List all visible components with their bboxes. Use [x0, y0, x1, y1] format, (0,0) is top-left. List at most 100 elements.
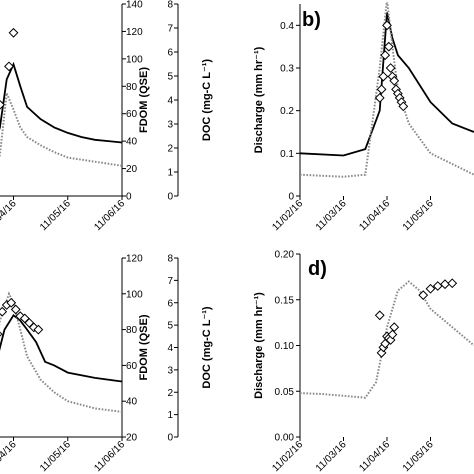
data-point-diamond: [418, 290, 429, 301]
x-tick-label: 11/03/16: [314, 198, 349, 233]
data-point-diamond: [382, 20, 392, 31]
data-point-diamond: [385, 63, 396, 73]
data-point-diamond: [440, 279, 450, 290]
panel-4: d) 0.00 0.05 0.10 0.15 0.20 Discharge (mm hr⁻¹…: [253, 250, 474, 474]
y-tick-label: 0.4: [280, 21, 294, 32]
series-line-solid: [0, 61, 122, 144]
y-tick-label: 0.3: [280, 64, 294, 75]
data-point-diamond: [0, 331, 3, 337]
x-tick-label: 11/06/16: [92, 439, 127, 474]
panel-letter: b): [302, 9, 321, 31]
y-tick-label: 4: [167, 343, 173, 354]
series-group: [300, 2, 474, 178]
series-line-dotted: [0, 291, 122, 413]
x-tick-label: 11/06/16: [92, 198, 127, 233]
y-tick-label: 0.10: [275, 341, 295, 352]
y-tick-label: 0.20: [275, 250, 295, 261]
series-line-solid: [300, 12, 474, 157]
y-tick-label: 6: [167, 298, 173, 309]
x-tick-label: 11/02/16: [270, 439, 305, 474]
data-point-diamond: [374, 92, 385, 103]
x-tick-label: 11/05/16: [401, 198, 436, 233]
y-tick-label: 0.05: [275, 387, 295, 398]
y-tick-label: 40: [126, 397, 138, 408]
data-point-diamond: [447, 278, 458, 289]
x-tick-label: 11/04/16: [357, 439, 392, 474]
y-tick-label: 3: [167, 120, 173, 131]
y-tick-label: 0.00: [275, 433, 295, 444]
y-tick-label: 0.15: [275, 295, 295, 306]
y-tick-label: 1: [167, 168, 173, 179]
y-tick-label: 0: [167, 433, 173, 444]
x-tick-label: 11/04/16: [357, 198, 392, 233]
y-tick-label: 0.1: [280, 149, 294, 160]
y-tick-label: 80: [126, 325, 138, 336]
y-tick-label: 0: [167, 192, 173, 203]
y-axis-title: Discharge (mm hr⁻¹): [253, 292, 265, 399]
x-tick-label: 11/05/16: [38, 439, 73, 474]
y-tick-label: 3: [167, 365, 173, 376]
y-tick-label: 2: [167, 144, 173, 155]
x-tick-label: 11/04/16: [0, 198, 19, 233]
data-point-diamond: [389, 75, 400, 86]
x-tick-label: 11/03/16: [314, 439, 349, 474]
y-tick-label: 0: [288, 192, 294, 203]
y-tick-label: 5: [167, 72, 173, 83]
series-line-dotted: [0, 92, 122, 167]
data-point-diamond: [374, 310, 385, 321]
data-point-diamond: [383, 41, 394, 52]
data-point-diamond: [378, 71, 389, 82]
y-tick-label: 4: [167, 96, 173, 107]
x-tick-label: 11/05/16: [38, 198, 73, 233]
y-tick-label: 60: [126, 361, 138, 372]
y-tick-label: 100: [126, 289, 143, 300]
data-point-diamond: [33, 324, 44, 335]
series-line-dotted: [300, 2, 474, 178]
data-point-diamond: [380, 50, 391, 61]
data-point-diamond: [0, 99, 5, 110]
series-group: [300, 278, 474, 399]
series-group: [0, 27, 122, 167]
y-tick-label: 1: [167, 410, 173, 421]
x-tick-label: 11/04/16: [0, 439, 19, 474]
data-point-diamond: [6, 297, 17, 308]
series-group: [0, 291, 122, 413]
data-point-diamond: [389, 322, 400, 333]
y-tick-label: 7: [167, 24, 173, 35]
y-axis-title: DOC (mg-C L⁻¹): [201, 59, 213, 142]
y-tick-label: 2: [167, 388, 173, 399]
y-axis-title: Discharge (mm hr⁻¹): [253, 46, 265, 153]
data-point-diamond: [425, 283, 436, 294]
y-tick-label: 7: [167, 276, 173, 287]
series-line-solid: [0, 313, 122, 383]
data-point-diamond: [8, 27, 19, 38]
y-axis-title: DOC (mg-C L⁻¹): [201, 306, 213, 389]
data-point-diamond: [10, 304, 21, 315]
panel-2: b) 0 0.1 0.2 0.3 0.4 Discharge (mm hr⁻¹) 11/02/…: [253, 2, 474, 233]
y-tick-label: 60: [126, 109, 138, 120]
panel-3: 20 40 60 80 100 120 FDOM (QSE) 0 1 2 3 4 5 6 7 8 DOC (mg…: [0, 254, 213, 474]
data-point-diamond: [387, 329, 398, 340]
y-tick-label: 100: [126, 54, 143, 65]
y-tick-label: 40: [126, 137, 138, 148]
y-tick-label: 5: [167, 321, 173, 332]
data-point-diamond: [398, 101, 409, 112]
panel-1: 0 20 40 60 80 100 120 140 FDOM (QSE) 0 1 2 3 4 5 6 7 8 DOC…: [0, 0, 213, 233]
y-tick-label: 20: [126, 433, 138, 444]
y-tick-label: 8: [167, 254, 173, 265]
y-tick-label: 80: [126, 82, 138, 93]
y-tick-label: 0: [126, 192, 132, 203]
y-tick-label: 140: [126, 0, 143, 11]
y-axis-title: FDOM (QSE): [138, 67, 150, 133]
data-point-diamond: [0, 306, 8, 317]
x-tick-label: 11/05/16: [401, 439, 436, 474]
x-tick-label: 11/02/16: [270, 198, 305, 233]
y-tick-label: 8: [167, 0, 173, 11]
y-tick-label: 120: [126, 254, 143, 265]
panel-letter: d): [308, 258, 327, 280]
y-axis-title: FDOM (QSE): [138, 314, 150, 380]
data-point-diamond: [4, 61, 14, 72]
y-tick-label: 0.2: [280, 106, 294, 117]
series-line-dotted: [300, 280, 474, 399]
